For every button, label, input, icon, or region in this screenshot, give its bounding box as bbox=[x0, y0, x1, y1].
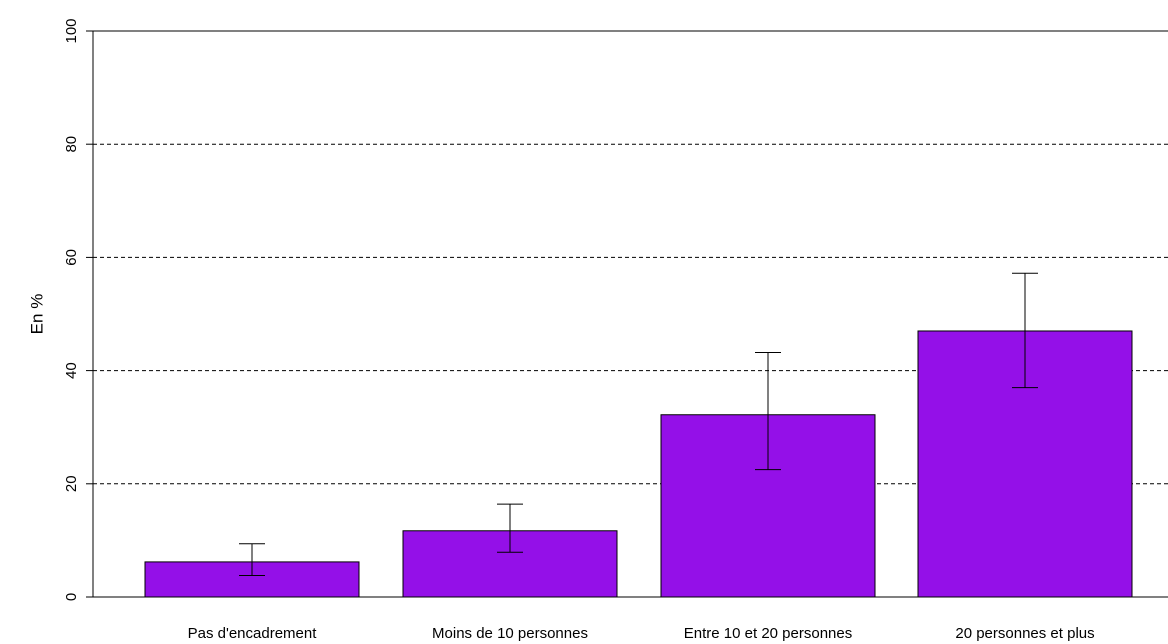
x-category-labels: Pas d'encadrement Moins de 10 personnes En… bbox=[188, 625, 1095, 642]
y-tick-label: 80 bbox=[63, 136, 80, 153]
y-tick-label: 60 bbox=[63, 249, 80, 266]
y-tick-label: 0 bbox=[63, 593, 80, 601]
x-category-label: Pas d'encadrement bbox=[188, 625, 318, 642]
y-tick-label: 40 bbox=[63, 362, 80, 379]
x-category-label: Moins de 10 personnes bbox=[432, 625, 588, 642]
x-category-label: Entre 10 et 20 personnes bbox=[684, 625, 852, 642]
error-bars bbox=[239, 272, 1038, 576]
axes bbox=[92, 30, 1168, 598]
y-axis-title: En % bbox=[27, 294, 46, 335]
y-ticks: 0 20 40 60 80 100 bbox=[63, 18, 93, 601]
x-category-label: 20 personnes et plus bbox=[955, 625, 1094, 642]
y-tick-label: 20 bbox=[63, 475, 80, 492]
y-tick-label: 100 bbox=[63, 18, 80, 43]
bars bbox=[144, 330, 1133, 598]
